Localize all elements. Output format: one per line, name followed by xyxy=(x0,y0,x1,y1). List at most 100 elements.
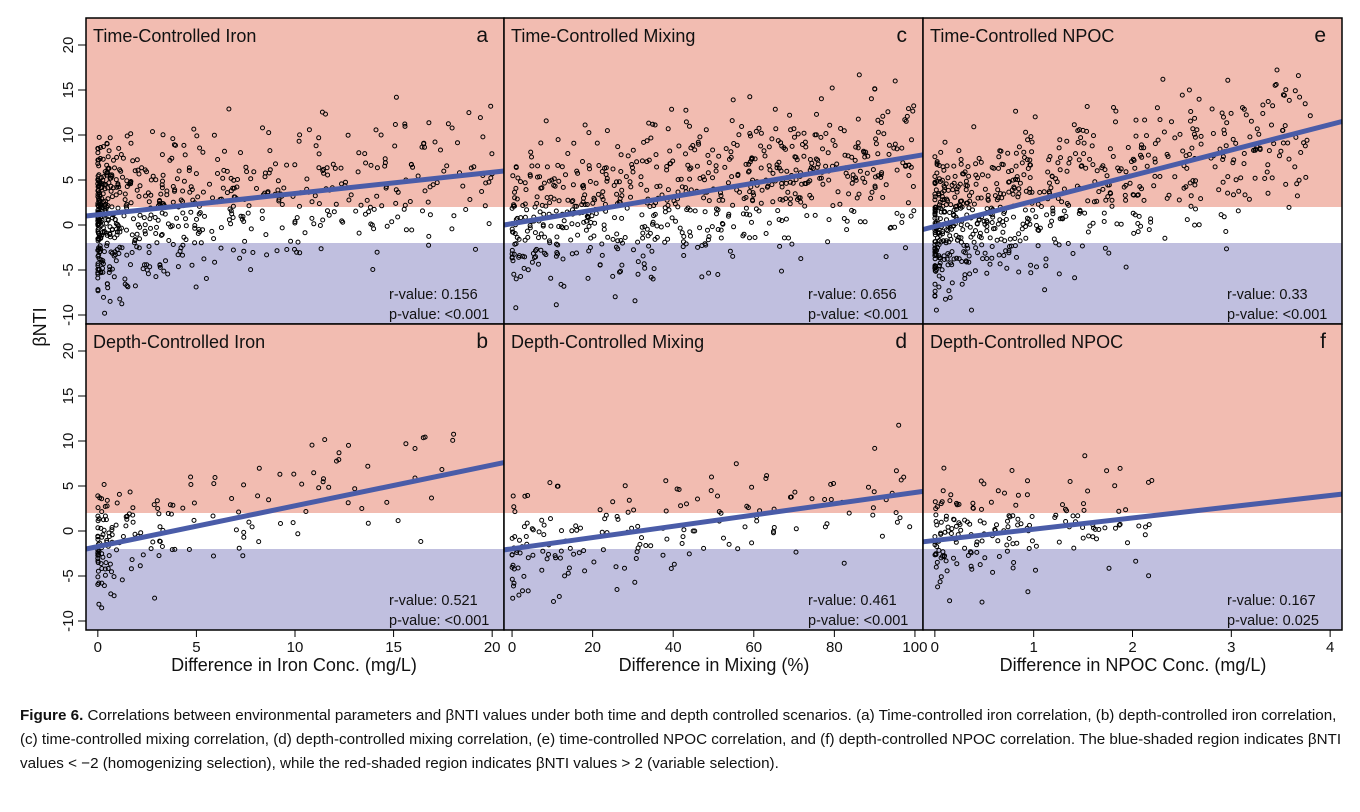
data-point xyxy=(203,276,209,281)
data-point xyxy=(998,191,1003,197)
data-point xyxy=(1056,242,1062,248)
data-point xyxy=(1138,152,1143,158)
data-point xyxy=(1047,223,1053,229)
data-point xyxy=(510,595,516,601)
data-point xyxy=(961,249,967,255)
data-point xyxy=(937,579,943,585)
data-point xyxy=(1256,131,1262,137)
data-point xyxy=(1090,220,1096,226)
data-point xyxy=(654,223,660,229)
data-point xyxy=(236,545,242,551)
data-point xyxy=(1029,139,1035,145)
data-point xyxy=(603,165,609,171)
data-point xyxy=(116,251,122,256)
data-point xyxy=(911,208,917,214)
data-point xyxy=(551,599,556,604)
data-point xyxy=(291,471,297,477)
data-point xyxy=(159,544,165,549)
data-point xyxy=(100,269,106,275)
data-point xyxy=(156,198,162,204)
data-point xyxy=(530,527,536,533)
data-point xyxy=(971,239,977,245)
data-point xyxy=(604,128,610,134)
data-point xyxy=(1076,211,1082,216)
data-point xyxy=(1209,106,1215,112)
data-point xyxy=(758,200,764,206)
data-point xyxy=(716,153,722,159)
data-point xyxy=(571,551,577,557)
data-point xyxy=(306,127,312,133)
panel-title: Depth-Controlled NPOC xyxy=(930,332,1123,352)
data-point xyxy=(100,258,106,264)
data-point xyxy=(422,188,428,194)
data-point xyxy=(902,117,908,123)
data-point xyxy=(191,517,197,523)
data-point xyxy=(1092,526,1098,532)
data-point xyxy=(1001,253,1007,258)
data-point xyxy=(934,544,940,549)
data-point xyxy=(331,209,337,215)
data-point xyxy=(352,486,358,492)
data-point xyxy=(449,226,455,232)
data-point xyxy=(965,245,971,251)
data-point xyxy=(956,234,962,240)
y-tick-label: 15 xyxy=(60,388,77,405)
data-point xyxy=(899,145,905,151)
data-point xyxy=(108,183,114,189)
data-point xyxy=(1059,215,1065,221)
data-point xyxy=(120,534,126,539)
data-point xyxy=(951,163,957,169)
data-point xyxy=(1096,189,1102,195)
data-point xyxy=(587,245,593,250)
data-point xyxy=(212,475,218,480)
data-point xyxy=(1056,271,1062,277)
data-point xyxy=(116,145,122,151)
data-point xyxy=(576,550,582,556)
data-point xyxy=(792,154,798,160)
data-point xyxy=(982,250,988,256)
data-point xyxy=(749,155,755,161)
data-point xyxy=(296,138,302,144)
band-stochastic xyxy=(86,513,504,549)
data-point xyxy=(779,143,785,149)
data-point xyxy=(521,573,527,579)
data-point xyxy=(1130,156,1136,162)
data-point xyxy=(853,144,859,150)
data-point xyxy=(95,574,101,580)
data-point xyxy=(715,207,721,213)
data-point xyxy=(951,555,956,561)
data-point xyxy=(944,568,950,574)
data-point xyxy=(140,266,146,272)
data-point xyxy=(910,184,916,189)
data-point xyxy=(614,179,619,185)
data-point xyxy=(517,537,522,543)
data-point xyxy=(588,235,594,241)
data-point xyxy=(932,256,938,262)
data-point xyxy=(746,169,751,175)
data-point xyxy=(153,231,159,236)
data-point xyxy=(622,235,628,240)
data-point xyxy=(1028,270,1034,276)
data-point xyxy=(112,235,118,241)
data-point xyxy=(241,219,247,224)
data-point xyxy=(663,478,669,484)
data-point xyxy=(932,281,938,287)
data-point xyxy=(958,157,964,162)
data-point xyxy=(1007,514,1013,520)
panel-b: Depth-Controlled Iron br-value: 0.521p-va… xyxy=(60,323,505,656)
data-point xyxy=(955,237,961,243)
data-point xyxy=(1010,565,1016,571)
data-point xyxy=(1033,567,1038,573)
data-point xyxy=(886,151,892,157)
data-point xyxy=(951,256,957,262)
y-tick-label: -10 xyxy=(60,304,77,326)
data-point xyxy=(123,523,129,529)
data-point xyxy=(996,154,1002,160)
data-point xyxy=(761,148,767,154)
data-point xyxy=(1135,221,1141,226)
data-point xyxy=(1070,251,1076,256)
data-point xyxy=(726,541,732,547)
data-point xyxy=(108,188,114,194)
data-point xyxy=(103,220,109,226)
data-point xyxy=(681,527,687,533)
